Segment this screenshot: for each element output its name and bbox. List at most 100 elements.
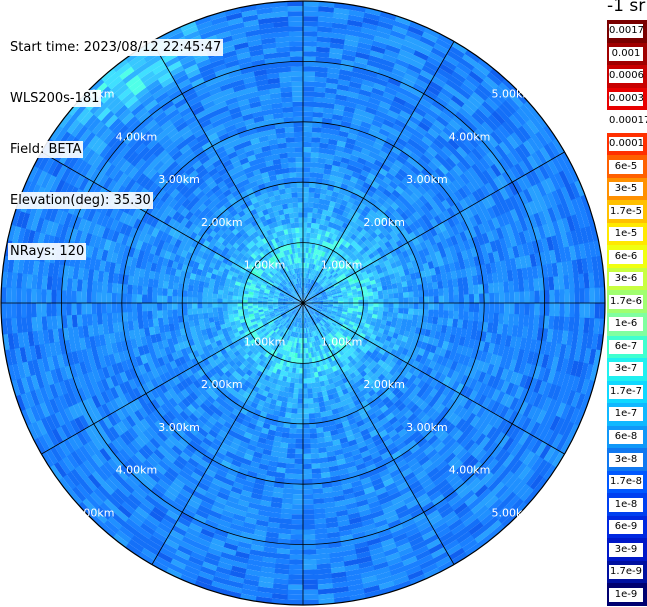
- range-bin: [393, 327, 401, 335]
- range-bin: [370, 321, 376, 327]
- range-bin: [126, 293, 133, 303]
- range-bin: [402, 313, 409, 320]
- range-bin: [337, 310, 343, 314]
- range-bin: [222, 306, 228, 312]
- range-bin: [368, 209, 376, 218]
- range-bin: [289, 314, 294, 319]
- range-bin: [373, 274, 380, 280]
- range-bin: [373, 306, 379, 311]
- range-bin: [281, 365, 287, 372]
- range-bin: [274, 362, 280, 369]
- range-bin: [275, 352, 281, 359]
- range-bin: [298, 327, 301, 333]
- range-bin: [335, 374, 342, 382]
- range-bin: [291, 403, 298, 409]
- range-bin: [406, 280, 413, 287]
- range-bin: [306, 288, 310, 294]
- range-bin: [335, 288, 342, 293]
- range-bin: [307, 383, 312, 389]
- range-bin: [282, 287, 288, 292]
- range-bin: [258, 353, 265, 360]
- range-bin: [245, 369, 253, 377]
- range-bin: [234, 284, 240, 290]
- range-bin: [276, 323, 282, 328]
- range-bin: [319, 344, 324, 350]
- range-bin: [278, 209, 285, 216]
- range-bin: [261, 362, 268, 369]
- range-bin: [323, 347, 329, 354]
- range-bin: [473, 293, 480, 304]
- range-bin: [199, 257, 207, 266]
- range-bin: [260, 258, 266, 264]
- range-bin: [279, 293, 285, 297]
- range-bin: [305, 294, 309, 299]
- range-bin: [338, 271, 344, 277]
- range-bin: [245, 341, 253, 348]
- range-bin: [243, 261, 251, 268]
- range-bin: [282, 321, 288, 327]
- range-bin: [341, 291, 348, 295]
- range-bin: [294, 131, 304, 138]
- range-bin: [352, 294, 359, 298]
- range-bin: [386, 316, 393, 322]
- range-bin: [338, 303, 344, 306]
- range-bin: [388, 341, 395, 349]
- range-bin: [307, 304, 313, 307]
- range-bin: [291, 280, 295, 286]
- range-bin: [288, 433, 297, 439]
- range-bin: [204, 338, 211, 346]
- range-bin: [342, 268, 348, 274]
- range-bin: [341, 275, 347, 281]
- range-bin: [305, 348, 309, 354]
- range-bin: [356, 327, 363, 333]
- range-bin: [334, 202, 342, 210]
- range-bin: [303, 202, 309, 208]
- range-bin: [96, 302, 102, 314]
- range-bin: [258, 199, 266, 207]
- range-bin: [331, 234, 338, 241]
- range-bin: [364, 277, 371, 283]
- range-bin: [275, 313, 281, 317]
- range-bin: [453, 303, 460, 312]
- range-bin: [331, 322, 337, 327]
- range-bin: [242, 308, 249, 313]
- range-bin: [412, 314, 419, 322]
- range-bin: [352, 308, 359, 312]
- range-bin: [438, 288, 444, 297]
- range-bin: [280, 157, 289, 164]
- range-bin: [257, 295, 264, 299]
- range-bin: [247, 300, 253, 303]
- range-bin: [235, 360, 243, 368]
- range-bin: [288, 305, 294, 308]
- range-bin: [303, 126, 313, 133]
- range-bin: [249, 372, 257, 379]
- range-bin: [311, 212, 318, 219]
- range-bin: [494, 292, 500, 304]
- range-bin: [302, 388, 308, 394]
- range-bin: [222, 290, 229, 296]
- range-bin: [282, 256, 287, 262]
- range-bin: [356, 353, 363, 361]
- range-bin: [201, 345, 209, 354]
- range-bin: [229, 333, 236, 340]
- range-bin: [310, 326, 314, 332]
- range-bin: [329, 325, 335, 330]
- range-bin: [328, 350, 334, 357]
- range-bin: [279, 385, 286, 392]
- range-bin: [447, 279, 454, 288]
- range-bin: [187, 314, 194, 322]
- range-bin: [322, 325, 327, 331]
- range-bin: [322, 353, 328, 360]
- range-bin: [266, 207, 274, 214]
- range-bin: [357, 384, 366, 392]
- range-bin: [296, 172, 304, 178]
- range-bin: [338, 349, 345, 356]
- range-bin: [167, 302, 173, 311]
- range-bin: [247, 297, 253, 301]
- range-bin: [337, 390, 344, 398]
- range-bin: [285, 458, 295, 464]
- range-bin: [262, 300, 268, 303]
- range-bin: [350, 365, 357, 373]
- range-bin: [260, 204, 268, 211]
- range-bin: [315, 361, 320, 367]
